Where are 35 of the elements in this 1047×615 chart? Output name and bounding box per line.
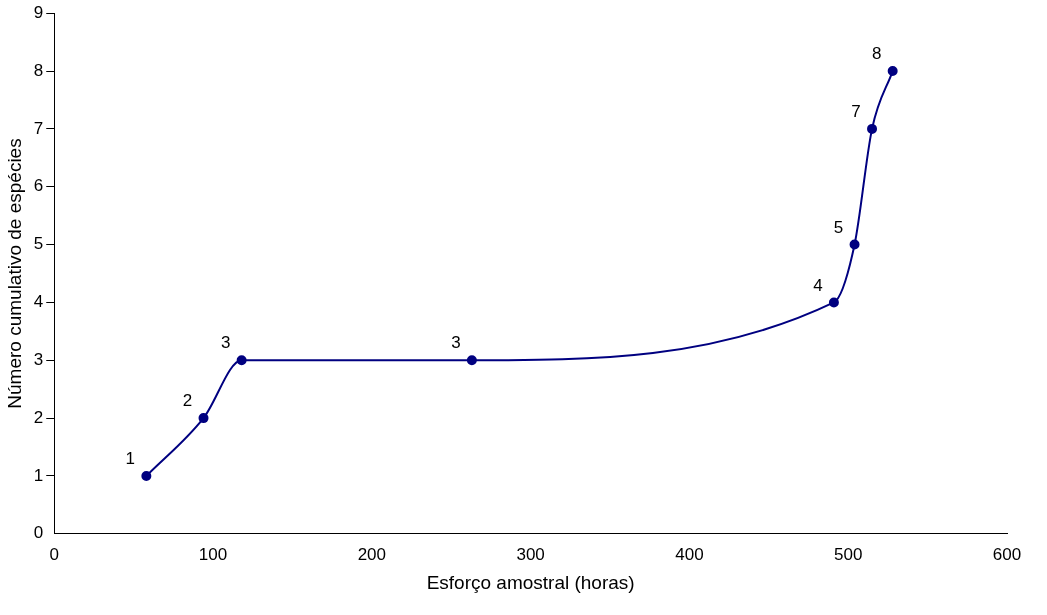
data-label: 4 (813, 275, 823, 295)
point (887, 66, 898, 77)
point (849, 239, 860, 250)
data-label: 3 (220, 333, 231, 353)
point (236, 355, 247, 366)
x-tick-label: 400 (675, 544, 704, 564)
y-tick-label: 6 (33, 176, 44, 196)
data-label: 3 (451, 333, 461, 353)
y-axis-title: Número cumulativo de espécies (3, 138, 25, 409)
x-tick-label: 200 (357, 544, 387, 564)
y-tick-label: 5 (33, 234, 44, 254)
x-tick-label: 300 (516, 544, 545, 564)
data-label: 2 (182, 391, 193, 411)
data-label: 7 (851, 102, 861, 122)
data-label: 1 (125, 449, 136, 469)
y-tick-label: 0 (33, 523, 44, 543)
x-axis-title: Esforço amostral (horas) (426, 571, 635, 593)
y-tick-label: 8 (33, 60, 44, 80)
data-label: 5 (833, 217, 844, 237)
x-tick-label: 100 (198, 544, 228, 564)
point (828, 297, 839, 308)
x-tick-label: 0 (49, 544, 59, 564)
x-tick-label: 500 (834, 544, 863, 564)
data-label: 8 (871, 44, 882, 64)
point (141, 470, 152, 481)
y-tick-label: 3 (33, 349, 44, 369)
y-tick-label: 2 (33, 407, 44, 427)
y-tick-label: 7 (33, 118, 44, 138)
point (867, 123, 878, 134)
point (198, 413, 209, 424)
y-tick-label: 4 (33, 292, 44, 312)
x-tick-label: 600 (992, 544, 1022, 564)
y-tick-label: 9 (33, 2, 44, 22)
point (466, 355, 477, 366)
y-tick-label: 1 (33, 465, 44, 485)
